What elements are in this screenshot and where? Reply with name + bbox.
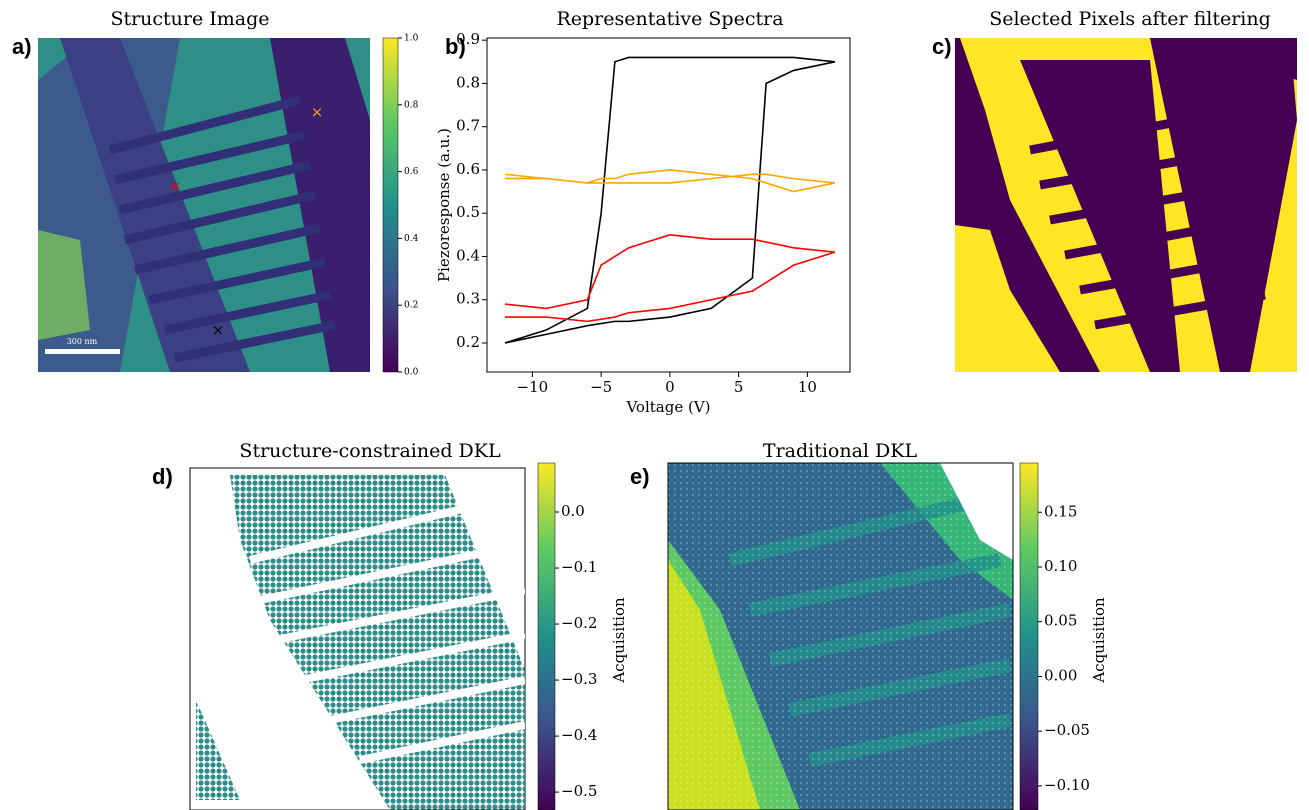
selected-pixels-image [955, 38, 1297, 372]
colorbar-tick-label: −0.5 [561, 782, 597, 800]
colorbar-tick-label: 0.8 [404, 100, 419, 110]
spectrum-line [504, 169, 836, 193]
plot-frame [486, 37, 851, 373]
acquisition-map [668, 463, 1013, 810]
colorbar-tick-label: 0.00 [1044, 666, 1077, 684]
colorbar-label: Acquisition [1090, 597, 1108, 684]
panel-label: c) [932, 34, 952, 59]
panel-title: Traditional DKL [763, 440, 918, 462]
svg-text:×: × [311, 103, 324, 121]
panel-title: Selected Pixels after filtering [989, 8, 1271, 30]
colorbar-tick-label: 0.6 [404, 167, 419, 177]
x-tick-label: 0 [665, 378, 675, 396]
colorbar-tick-label: 0.10 [1044, 557, 1077, 575]
colorbar-tick-label: −0.4 [561, 726, 597, 744]
x-axis-label: Voltage (V) [625, 398, 710, 416]
colorbar-tick-label: 0.2 [404, 301, 418, 311]
panel-title: Structure-constrained DKL [239, 440, 501, 462]
colorbar-tick-label: 0.0 [561, 502, 585, 520]
scale-bar-label: 300 nm [67, 337, 98, 346]
svg-text:×: × [212, 321, 225, 339]
colorbar [382, 37, 399, 373]
colorbar-tick-label: −0.1 [561, 558, 597, 576]
panel-label: d) [152, 464, 173, 489]
colorbar-tick-label: 0.0 [404, 368, 419, 378]
colorbar-tick-label: −0.10 [1044, 776, 1090, 794]
panel-title: Representative Spectra [556, 8, 783, 30]
y-tick-label: 0.4 [456, 246, 480, 264]
colorbar-label: Acquisition [610, 597, 628, 684]
y-tick-label: 0.9 [456, 30, 480, 48]
colorbar-tick-label: −0.3 [561, 670, 597, 688]
y-axis-label: Piezoresponse (a.u.) [435, 128, 453, 282]
x-tick-label: −10 [517, 378, 549, 396]
x-tick-label: 5 [734, 378, 744, 396]
panel-label: b) [445, 34, 466, 59]
y-tick-label: 0.7 [456, 117, 480, 135]
svg-text:×: × [169, 177, 182, 195]
frame [667, 462, 1014, 810]
panel-title: Structure Image [110, 8, 269, 30]
x-tick-label: −5 [590, 378, 612, 396]
colorbar-tick-label: 0.05 [1044, 612, 1077, 630]
y-tick-label: 0.2 [456, 333, 480, 351]
colorbar-tick-label: −0.05 [1044, 721, 1090, 739]
colorbar [537, 462, 556, 810]
spectrum-line [504, 234, 836, 323]
colorbar [1019, 462, 1039, 810]
panel-label: a) [12, 34, 32, 59]
y-tick-label: 0.5 [456, 203, 480, 221]
colorbar-tick-label: 1.0 [404, 34, 419, 44]
acquisition-map [196, 475, 525, 810]
colorbar-tick-label: 0.15 [1044, 502, 1077, 520]
x-tick-label: 10 [798, 378, 817, 396]
panel-label: e) [630, 464, 650, 489]
spectrum-line [504, 56, 836, 344]
colorbar-tick-label: 0.4 [404, 234, 419, 244]
y-tick-label: 0.6 [456, 160, 480, 178]
colorbar-tick-label: −0.2 [561, 614, 597, 632]
y-tick-label: 0.3 [456, 290, 480, 308]
y-tick-label: 0.8 [456, 73, 480, 91]
structure-image: × × × [38, 38, 370, 372]
